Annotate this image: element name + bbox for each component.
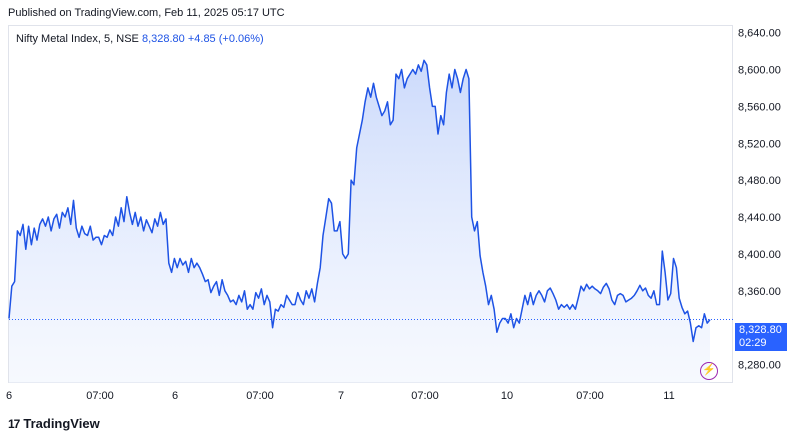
badge-countdown: 02:29 bbox=[739, 337, 767, 349]
y-axis: 8,280.008,320.008,360.008,400.008,440.00… bbox=[738, 28, 781, 372]
tradingview-brand[interactable]: 17 TradingView bbox=[8, 416, 100, 431]
y-tick-label: 8,560.00 bbox=[738, 101, 781, 113]
y-tick-label: 8,520.00 bbox=[738, 138, 781, 150]
x-tick-label: 07:00 bbox=[576, 390, 604, 402]
x-tick-label: 6 bbox=[6, 390, 12, 402]
y-tick-label: 8,360.00 bbox=[738, 286, 781, 298]
chart-legend: Nifty Metal Index, 5, NSE 8,328.80 +4.85… bbox=[16, 33, 264, 45]
legend-last-price: 8,328.80 bbox=[141, 33, 185, 45]
x-axis: 6 07:00 6 07:00 7 07:00 10 07:00 11 bbox=[6, 390, 675, 402]
x-tick-label: 11 bbox=[663, 390, 674, 402]
x-tick-label: 6 bbox=[172, 390, 178, 402]
x-tick-label: 07:00 bbox=[411, 390, 439, 402]
current-price-badge: 8,328.80 02:29 bbox=[735, 323, 787, 351]
x-tick-label: 07:00 bbox=[246, 390, 274, 402]
y-tick-label: 8,440.00 bbox=[738, 212, 781, 224]
x-tick-label: 07:00 bbox=[86, 390, 114, 402]
y-tick-label: 8,600.00 bbox=[738, 64, 781, 76]
badge-price: 8,328.80 bbox=[739, 324, 782, 336]
legend-symbol: Nifty Metal Index, 5, NSE bbox=[16, 33, 139, 45]
x-tick-label: 10 bbox=[501, 390, 513, 402]
y-tick-label: 8,280.00 bbox=[738, 360, 781, 372]
price-series-line bbox=[8, 59, 711, 343]
y-tick-label: 8,480.00 bbox=[738, 175, 781, 187]
y-tick-label: 8,640.00 bbox=[738, 28, 781, 40]
published-caption: Published on TradingView.com, Feb 11, 20… bbox=[8, 7, 285, 19]
x-tick-label: 7 bbox=[338, 390, 344, 402]
lightning-icon[interactable]: ⚡ bbox=[700, 362, 718, 380]
tradingview-logo-icon: 17 bbox=[8, 416, 20, 431]
legend-change: +4.85 (+0.06%) bbox=[187, 33, 264, 45]
brand-name: TradingView bbox=[23, 416, 100, 431]
y-tick-label: 8,400.00 bbox=[738, 249, 781, 261]
